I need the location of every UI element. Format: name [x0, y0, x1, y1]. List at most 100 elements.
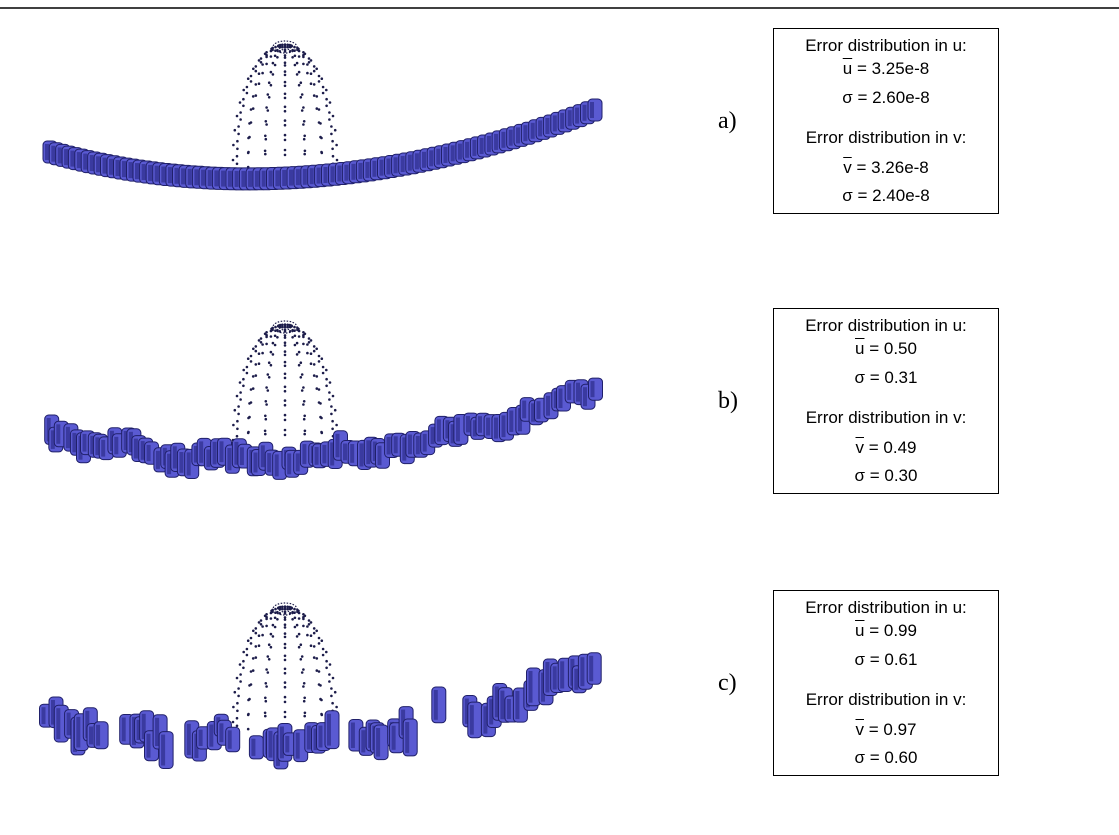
block-shade: [443, 147, 448, 163]
stats-heading: Error distribution in u:: [805, 36, 967, 55]
block-shade: [154, 165, 159, 182]
dome-point: [245, 371, 249, 375]
dome-point: [335, 423, 338, 427]
dome-point: [325, 666, 328, 670]
dome-point: [257, 59, 261, 62]
block-shade: [50, 430, 55, 449]
block-shade: [313, 728, 318, 751]
dome-point: [265, 403, 268, 406]
dome-point: [331, 114, 335, 118]
dome-point: [283, 626, 287, 629]
dome-point: [283, 96, 287, 100]
dome-point: [283, 61, 287, 64]
block-shade: [186, 723, 191, 755]
dome-point: [291, 336, 294, 339]
dome-point: [303, 429, 307, 433]
block-shade: [436, 148, 441, 165]
dome-point: [321, 647, 325, 651]
block-shade: [376, 728, 381, 757]
block-shade: [486, 136, 491, 152]
block-shade: [552, 115, 557, 132]
dome-point: [269, 49, 273, 53]
block-shade: [494, 133, 499, 150]
dome-point: [291, 328, 294, 332]
block-shade: [65, 426, 70, 449]
dome-point: [257, 634, 261, 637]
dome-point: [269, 611, 273, 615]
block-shade: [483, 706, 488, 734]
block-shade: [114, 436, 119, 455]
block-shade: [140, 441, 145, 460]
dome-point: [231, 158, 235, 162]
dome-point: [295, 73, 299, 76]
block-shade: [567, 110, 572, 127]
dome-point: [261, 71, 264, 75]
dome-point: [297, 645, 301, 649]
block-shade: [478, 416, 482, 433]
dome-point: [302, 699, 306, 703]
dome-point: [319, 122, 322, 125]
dome-point: [335, 705, 338, 709]
block-shade: [553, 391, 558, 408]
block-shade: [414, 153, 419, 170]
mean-symbol: v: [843, 158, 852, 177]
block-shade: [89, 726, 93, 745]
block-shade: [379, 159, 384, 176]
mean-value: = 0.99: [869, 621, 917, 640]
mean-symbol: u: [855, 621, 865, 640]
stats-heading: Error distribution in u:: [805, 316, 967, 335]
dome-point: [276, 56, 279, 59]
block-shade: [109, 158, 113, 175]
dome-point: [231, 720, 235, 724]
block-shade: [465, 141, 470, 158]
dome-point: [283, 73, 287, 77]
dome-point: [302, 613, 305, 616]
dome-point: [283, 123, 287, 127]
block-shade: [187, 168, 192, 185]
dome-point: [283, 616, 287, 619]
dome-point: [242, 650, 245, 654]
dome-point: [283, 360, 287, 364]
dome-point: [331, 427, 334, 431]
mean-value: = 0.50: [869, 339, 917, 358]
dome-point: [267, 376, 271, 379]
mean-symbol: v: [855, 438, 865, 457]
dome-point: [293, 343, 297, 347]
dome-point: [317, 360, 321, 363]
dome-point: [303, 134, 307, 138]
dome-point: [307, 623, 311, 626]
dome-point: [293, 54, 297, 58]
dome-point: [306, 625, 309, 628]
mean-line: u = 0.99: [774, 621, 998, 641]
dome-point: [269, 329, 273, 333]
dome-point: [266, 93, 270, 96]
dome-point: [249, 108, 253, 111]
dome-point: [320, 77, 324, 80]
dome-point: [325, 377, 328, 381]
dome-point: [300, 109, 304, 112]
dome-point: [330, 125, 333, 128]
block-shade: [472, 139, 477, 156]
dome-point: [286, 45, 289, 49]
dome-point: [245, 85, 249, 89]
dome-point: [242, 88, 245, 92]
dome-point: [265, 613, 268, 616]
block-shade: [523, 125, 528, 142]
dome-point: [325, 650, 328, 654]
dome-point: [269, 363, 273, 367]
dome-point: [263, 149, 267, 153]
chain: [44, 377, 603, 480]
dome-point: [283, 413, 287, 417]
block-shade: [479, 138, 484, 154]
dome-point: [303, 711, 307, 715]
block-shade: [445, 420, 450, 439]
block-shade: [386, 436, 391, 455]
dome-point: [238, 101, 242, 104]
dome-point: [302, 682, 306, 685]
block-shade: [536, 401, 541, 419]
dome-point: [320, 416, 323, 420]
dome-point: [236, 427, 239, 431]
dome-point: [309, 72, 313, 75]
dome-point: [315, 387, 319, 390]
dome-point: [299, 81, 303, 84]
